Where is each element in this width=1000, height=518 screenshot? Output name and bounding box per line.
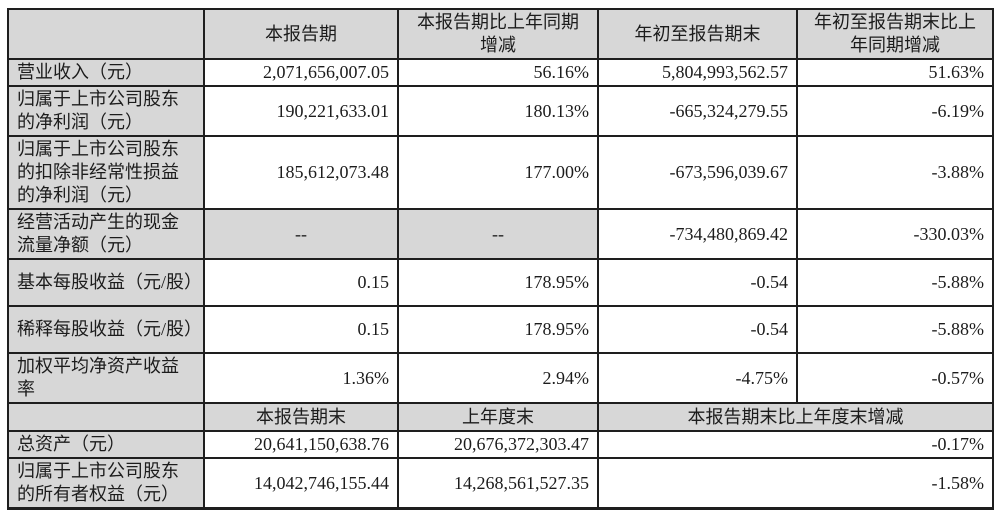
basic-eps-current: 0.15 <box>203 258 399 307</box>
net-profit-excl-nonrecurring-ytd: -673,596,039.67 <box>597 135 798 210</box>
net-profit-excl-nonrecurring-label: 归属于上市公司股东的扣除非经常性损益的净利润（元） <box>7 135 205 210</box>
row-basic-eps: 基本每股收益（元/股） 0.15 178.95% -0.54 -5.88% <box>7 258 994 307</box>
basic-eps-ytd: -0.54 <box>597 258 798 307</box>
basic-eps-current-change: 178.95% <box>397 258 599 307</box>
financial-summary-table: 本报告期 本报告期比上年同期增减 年初至报告期末 年初至报告期末比上年同期增减 … <box>7 8 994 510</box>
diluted-eps-current: 0.15 <box>203 305 399 354</box>
owners-equity-change: -1.58% <box>597 457 994 510</box>
diluted-eps-current-change: 178.95% <box>397 305 599 354</box>
header-current-period: 本报告期 <box>203 8 399 60</box>
operating-cash-flow-current-change: -- <box>397 208 599 260</box>
period-end-header-change: 本报告期末比上年度末增减 <box>597 402 994 432</box>
period-end-header-prev-year: 上年度末 <box>397 402 599 432</box>
net-profit-label: 归属于上市公司股东的净利润（元） <box>7 85 205 137</box>
basic-eps-label: 基本每股收益（元/股） <box>7 258 205 307</box>
total-assets-label: 总资产（元） <box>7 430 205 459</box>
row-operating-cash-flow: 经营活动产生的现金流量净额（元） -- -- -734,480,869.42 -… <box>7 208 994 260</box>
operating-cash-flow-ytd: -734,480,869.42 <box>597 208 798 260</box>
net-profit-current-change: 180.13% <box>397 85 599 137</box>
total-assets-change: -0.17% <box>597 430 994 459</box>
net-profit-ytd: -665,324,279.55 <box>597 85 798 137</box>
row-total-assets: 总资产（元） 20,641,150,638.76 20,676,372,303.… <box>7 430 994 459</box>
row-net-profit-excl-nonrecurring: 归属于上市公司股东的扣除非经常性损益的净利润（元） 185,612,073.48… <box>7 135 994 210</box>
row-weighted-avg-roe: 加权平均净资产收益率 1.36% 2.94% -4.75% -0.57% <box>7 352 994 404</box>
basic-eps-ytd-change: -5.88% <box>796 258 994 307</box>
owners-equity-label: 归属于上市公司股东的所有者权益（元） <box>7 457 205 510</box>
header-ytd: 年初至报告期末 <box>597 8 798 60</box>
period-end-header-metric <box>7 402 205 432</box>
owners-equity-current: 14,042,746,155.44 <box>203 457 399 510</box>
header-metric <box>7 8 205 60</box>
diluted-eps-label: 稀释每股收益（元/股） <box>7 305 205 354</box>
diluted-eps-ytd: -0.54 <box>597 305 798 354</box>
row-owners-equity: 归属于上市公司股东的所有者权益（元） 14,042,746,155.44 14,… <box>7 457 994 510</box>
period-end-header-current: 本报告期末 <box>203 402 399 432</box>
row-net-profit: 归属于上市公司股东的净利润（元） 190,221,633.01 180.13% … <box>7 85 994 137</box>
net-profit-excl-nonrecurring-ytd-change: -3.88% <box>796 135 994 210</box>
operating-revenue-label: 营业收入（元） <box>7 58 205 87</box>
weighted-avg-roe-label: 加权平均净资产收益率 <box>7 352 205 404</box>
header-ytd-change: 年初至报告期末比上年同期增减 <box>796 8 994 60</box>
operating-cash-flow-ytd-change: -330.03% <box>796 208 994 260</box>
net-profit-current: 190,221,633.01 <box>203 85 399 137</box>
operating-revenue-current-change: 56.16% <box>397 58 599 87</box>
operating-cash-flow-current: -- <box>203 208 399 260</box>
operating-revenue-current: 2,071,656,007.05 <box>203 58 399 87</box>
net-profit-excl-nonrecurring-current: 185,612,073.48 <box>203 135 399 210</box>
operating-cash-flow-label: 经营活动产生的现金流量净额（元） <box>7 208 205 260</box>
owners-equity-prev-year: 14,268,561,527.35 <box>397 457 599 510</box>
operating-revenue-ytd: 5,804,993,562.57 <box>597 58 798 87</box>
net-profit-ytd-change: -6.19% <box>796 85 994 137</box>
diluted-eps-ytd-change: -5.88% <box>796 305 994 354</box>
net-profit-excl-nonrecurring-current-change: 177.00% <box>397 135 599 210</box>
row-diluted-eps: 稀释每股收益（元/股） 0.15 178.95% -0.54 -5.88% <box>7 305 994 354</box>
header-current-period-change: 本报告期比上年同期增减 <box>397 8 599 60</box>
weighted-avg-roe-ytd: -4.75% <box>597 352 798 404</box>
operating-revenue-ytd-change: 51.63% <box>796 58 994 87</box>
row-operating-revenue: 营业收入（元） 2,071,656,007.05 56.16% 5,804,99… <box>7 58 994 87</box>
total-assets-current: 20,641,150,638.76 <box>203 430 399 459</box>
weighted-avg-roe-current-change: 2.94% <box>397 352 599 404</box>
period-end-header-row: 本报告期末 上年度末 本报告期末比上年度末增减 <box>7 402 994 432</box>
weighted-avg-roe-current: 1.36% <box>203 352 399 404</box>
weighted-avg-roe-ytd-change: -0.57% <box>796 352 994 404</box>
table-header-row: 本报告期 本报告期比上年同期增减 年初至报告期末 年初至报告期末比上年同期增减 <box>7 8 994 60</box>
total-assets-prev-year: 20,676,372,303.47 <box>397 430 599 459</box>
